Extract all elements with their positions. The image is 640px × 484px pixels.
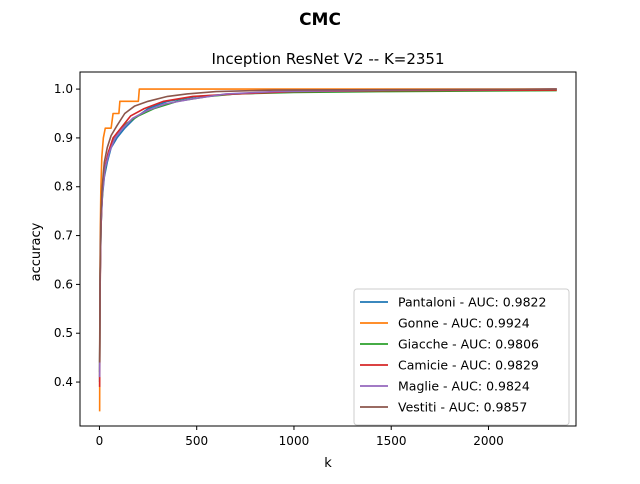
legend-label-3: Giacche - AUC: 0.9806 bbox=[398, 337, 539, 352]
series-line-6 bbox=[98, 88, 557, 363]
y-tick-label: 0.5 bbox=[54, 326, 73, 340]
series-layer bbox=[98, 88, 557, 412]
x-tick-label: 2000 bbox=[473, 434, 504, 448]
x-tick-label: 1500 bbox=[376, 434, 407, 448]
figure-suptitle: CMC bbox=[299, 10, 341, 30]
x-axis-label: k bbox=[324, 456, 332, 471]
legend-label-5: Maglie - AUC: 0.9824 bbox=[398, 379, 530, 394]
legend-label-2: Gonne - AUC: 0.9924 bbox=[398, 316, 530, 331]
x-tick-label: 0 bbox=[96, 434, 104, 448]
plot-frame bbox=[79, 71, 577, 427]
legend: Pantaloni - AUC: 0.9822 Gonne - AUC: 0.99… bbox=[353, 288, 570, 426]
y-tick-label: 1.0 bbox=[54, 82, 73, 96]
y-tick-label: 0.8 bbox=[54, 180, 73, 194]
x-tick-label: 1000 bbox=[279, 434, 310, 448]
legend-box bbox=[353, 288, 570, 426]
x-tick-label: 500 bbox=[185, 434, 208, 448]
y-tick-label: 0.7 bbox=[54, 229, 73, 243]
legend-label-1: Pantaloni - AUC: 0.9822 bbox=[398, 295, 546, 310]
y-axis-label: accuracy bbox=[29, 222, 44, 281]
chart-title: Inception ResNet V2 -- K=2351 bbox=[211, 50, 444, 68]
y-tick-label: 0.4 bbox=[54, 375, 73, 389]
legend-label-6: Vestiti - AUC: 0.9857 bbox=[398, 400, 527, 415]
legend-label-4: Camicie - AUC: 0.9829 bbox=[398, 358, 539, 373]
y-tick-label: 0.6 bbox=[54, 277, 73, 291]
y-tick-label: 0.9 bbox=[54, 131, 73, 145]
ticks-layer: 0 500 1000 1500 2000 0.4 0.5 0.6 0.7 0.8 0.9 1.0 bbox=[54, 82, 504, 448]
